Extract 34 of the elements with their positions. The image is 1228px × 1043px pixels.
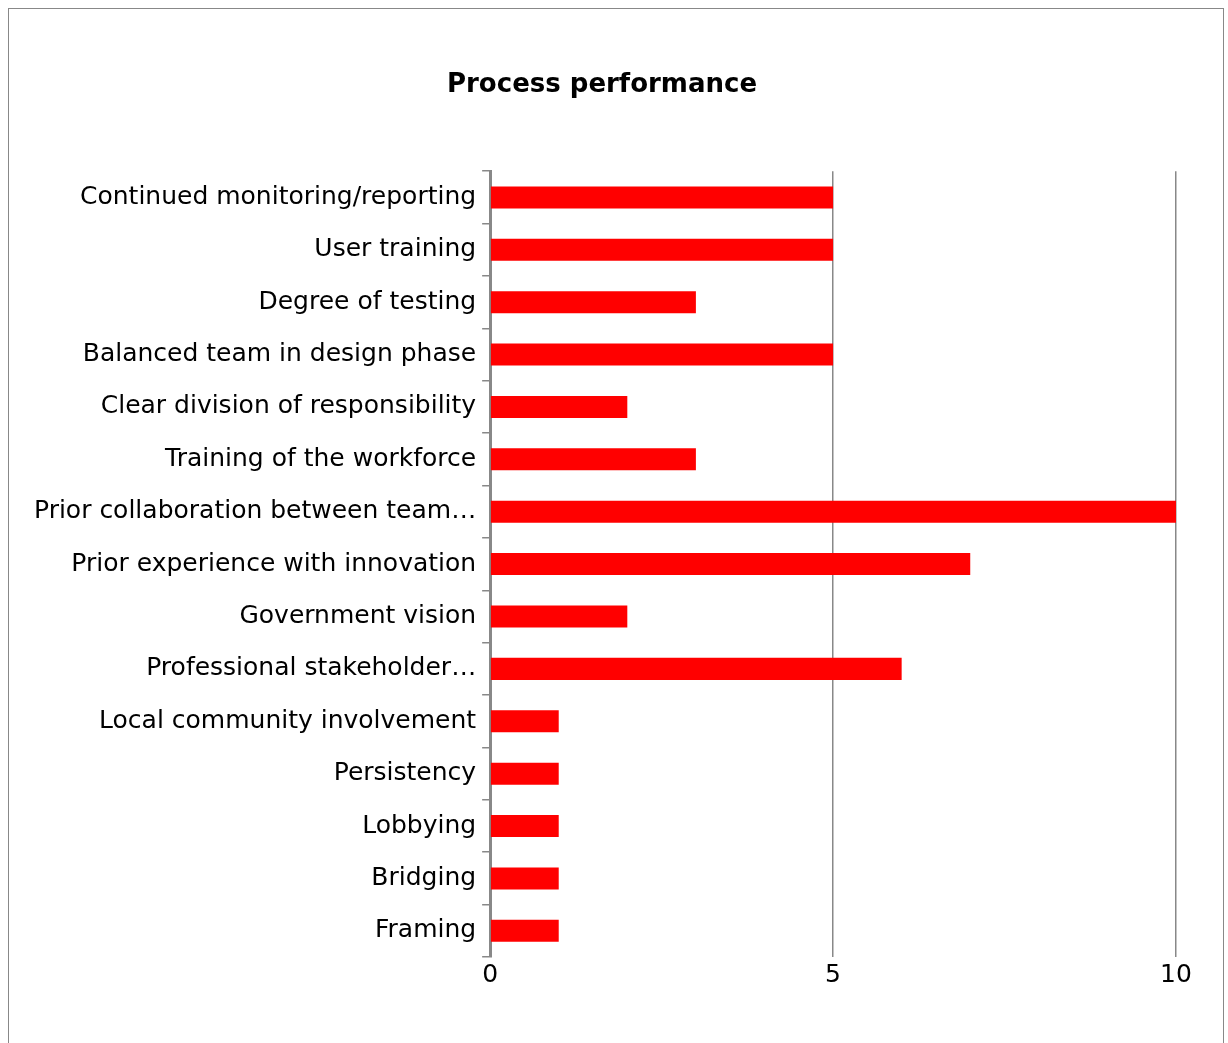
- bar: [490, 815, 559, 838]
- y-tick-label: Prior experience with innovation: [71, 547, 477, 577]
- bar: [490, 291, 696, 314]
- x-tick-label: 5: [825, 958, 842, 988]
- bar: [490, 238, 834, 261]
- y-tick-label: Balanced team in design phase: [82, 338, 477, 368]
- y-tick-label: Government vision: [239, 599, 477, 629]
- y-tick-label: Framing: [374, 914, 477, 944]
- y-tick-label: Prior collaboration between team…: [34, 495, 477, 525]
- y-tick-label: Training of the workforce: [164, 442, 477, 472]
- bar: [490, 867, 559, 890]
- bar: [490, 186, 834, 209]
- y-tick-label: Local community involvement: [99, 704, 477, 734]
- bar: [490, 395, 628, 418]
- bar: [490, 762, 559, 785]
- bar: [490, 343, 834, 366]
- y-tick-label: Bridging: [371, 861, 477, 891]
- bar: [490, 710, 559, 733]
- bar: [490, 919, 559, 942]
- y-tick-label: Clear division of responsibility: [100, 390, 477, 420]
- y-tick-label: Persistency: [333, 757, 477, 787]
- chart-title: Process performance: [446, 68, 758, 99]
- bar: [490, 605, 628, 628]
- y-tick-label: Professional stakeholder…: [146, 652, 477, 682]
- y-tick-label: Continued monitoring/reporting: [79, 180, 477, 210]
- bar: [490, 500, 1176, 523]
- bar: [490, 448, 696, 471]
- y-tick-label: Lobbying: [362, 809, 477, 839]
- bar: [490, 657, 902, 680]
- y-tick-label: Degree of testing: [258, 285, 477, 315]
- x-tick-label: 0: [482, 958, 499, 988]
- x-tick-label: 10: [1160, 958, 1192, 988]
- y-tick-label: User training: [314, 233, 477, 263]
- bar: [490, 553, 971, 576]
